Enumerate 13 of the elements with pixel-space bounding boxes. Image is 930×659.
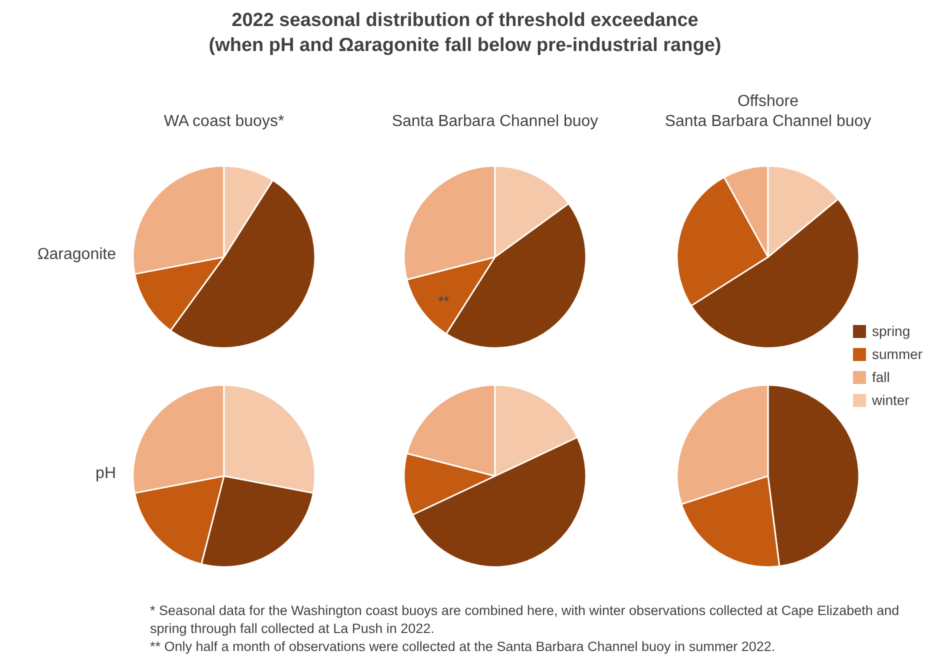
text: * Seasonal data for the Washington coast buoys are combined here, with winter observations collected at Cape Elizabeth and spring through fall collected at La Push in 2022.: [150, 602, 900, 638]
legend-label: summer: [872, 346, 923, 362]
legend-label: spring: [872, 323, 910, 339]
text: Ωaragonite: [36, 246, 116, 264]
chart-subtitle: Offshore Santa Barbara Channel buoy: [664, 92, 872, 132]
chart-subtitle: WA coast buoys*: [162, 112, 286, 132]
text: 2022 seasonal distribution of threshold exceedance (when pH and Ωaragonite fall below pre-industrial range): [208, 9, 722, 58]
text: **: [438, 292, 450, 309]
legend-label: fall: [872, 369, 890, 385]
legend-label: winter: [872, 392, 910, 408]
text: pH: [94, 465, 116, 483]
chart-subtitle: Santa Barbara Channel buoy: [390, 112, 600, 132]
text: ** Only half a month of observations were collected at the Santa Barbara Channel buoy in summer 2022.: [150, 638, 776, 656]
